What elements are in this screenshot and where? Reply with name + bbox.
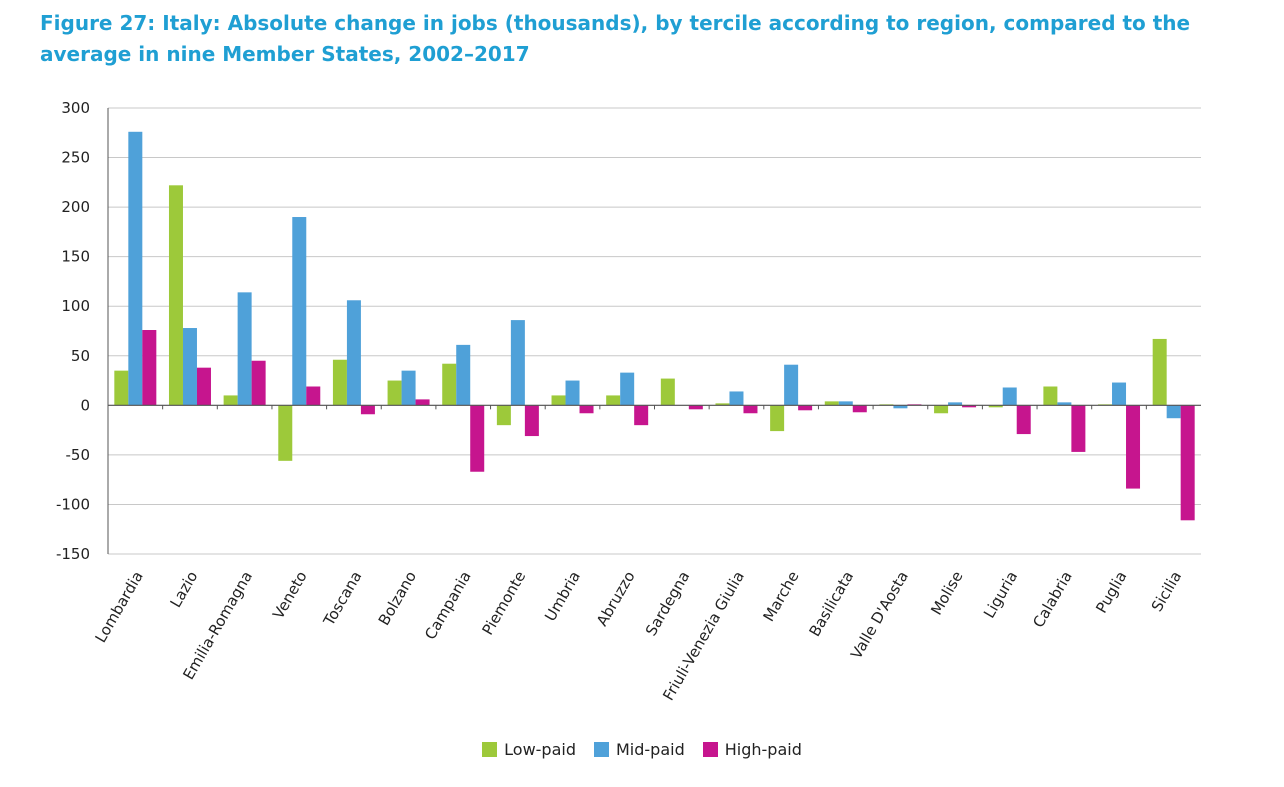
bar-high-paid <box>634 405 649 426</box>
bar-high-paid <box>306 386 321 406</box>
bar-high-paid <box>1180 405 1195 521</box>
bar-mid-paid <box>1002 387 1017 406</box>
legend-item-high-paid: High-paid <box>702 740 802 759</box>
bar-high-paid <box>1126 405 1141 489</box>
x-category-label: Piemonte <box>478 568 529 638</box>
figure-title: Figure 27: Italy: Absolute change in job… <box>40 11 1191 66</box>
bar-low-paid <box>824 401 839 406</box>
x-category-label: Sardegna <box>642 568 693 639</box>
bar-high-paid <box>196 367 211 406</box>
bar-low-paid <box>934 405 949 414</box>
y-tick-label: 150 <box>61 248 90 266</box>
bar-low-paid <box>606 395 621 406</box>
y-tick-label: 50 <box>71 347 90 365</box>
x-category-label: Marche <box>760 568 803 625</box>
bar-mid-paid <box>128 131 143 406</box>
y-tick-label: -100 <box>56 495 90 513</box>
bar-low-paid <box>332 359 347 406</box>
x-category-label: Basilicata <box>805 568 857 640</box>
y-tick-label: 200 <box>61 198 90 216</box>
bar-mid-paid <box>729 391 744 406</box>
x-category-label: Molise <box>927 568 966 618</box>
bar-high-paid <box>688 405 703 410</box>
bar-mid-paid <box>401 370 416 406</box>
bar-mid-paid <box>620 372 635 406</box>
bar-low-paid <box>168 185 183 406</box>
legend-swatch-high-paid <box>702 742 718 757</box>
bar-mid-paid <box>1112 382 1127 406</box>
x-category-label: Umbria <box>541 568 584 624</box>
bar-high-paid <box>142 330 157 406</box>
bar-low-paid <box>387 380 402 406</box>
x-category-label: Bolzano <box>375 568 420 628</box>
y-tick-label: 300 <box>61 99 90 117</box>
bar-mid-paid <box>456 344 471 406</box>
x-category-label: Lazio <box>166 568 201 611</box>
bar-high-paid <box>962 405 977 408</box>
bar-mid-paid <box>346 300 361 406</box>
bar-mid-paid <box>893 405 908 409</box>
bar-low-paid <box>1152 338 1167 406</box>
bar-low-paid <box>770 405 785 432</box>
legend-swatch-low-paid <box>482 742 498 757</box>
bar-low-paid <box>223 395 238 406</box>
bar-low-paid <box>660 378 675 406</box>
bar-mid-paid <box>182 328 197 406</box>
legend-label-mid-paid: Mid-paid <box>615 740 685 759</box>
bar-low-paid <box>278 405 293 461</box>
bar-high-paid <box>852 405 867 413</box>
bar-low-paid <box>551 395 566 406</box>
bar-mid-paid <box>510 320 525 406</box>
x-category-label: Veneto <box>269 568 311 622</box>
bar-mid-paid <box>292 217 307 406</box>
bar-high-paid <box>251 360 266 406</box>
bar-low-paid <box>1043 386 1058 406</box>
x-category-label: Valle D'Aosta <box>847 568 912 662</box>
bar-low-paid <box>496 405 511 426</box>
legend-label-low-paid: Low-paid <box>504 740 576 759</box>
x-category-label: Campania <box>421 568 475 643</box>
chart-legend: Low-paid Mid-paid High-paid <box>0 740 1284 759</box>
bar-low-paid <box>988 405 1003 408</box>
legend-label-high-paid: High-paid <box>724 740 802 759</box>
legend-item-low-paid: Low-paid <box>482 740 576 759</box>
bar-mid-paid <box>565 380 580 406</box>
bar-low-paid <box>114 370 129 406</box>
bar-high-paid <box>798 405 813 411</box>
bar-mid-paid <box>784 364 799 406</box>
bar-mid-paid <box>1057 402 1072 406</box>
x-category-label: Lombardia <box>92 568 147 646</box>
x-category-label: Sicilia <box>1148 568 1185 615</box>
bar-low-paid <box>442 363 457 406</box>
y-tick-label: 250 <box>61 149 90 167</box>
bar-high-paid <box>360 405 375 415</box>
bar-high-paid <box>1016 405 1031 435</box>
legend-item-mid-paid: Mid-paid <box>593 740 685 759</box>
x-category-label: Calabria <box>1029 568 1076 631</box>
bar-mid-paid <box>948 402 963 406</box>
y-tick-label: -150 <box>56 545 90 563</box>
bar-mid-paid <box>1166 405 1181 419</box>
bar-high-paid <box>1071 405 1086 452</box>
bar-mid-paid <box>838 401 853 406</box>
bar-high-paid <box>415 399 430 406</box>
bar-mid-paid <box>237 292 252 406</box>
y-tick-label: 0 <box>80 396 90 414</box>
x-category-label: Puglia <box>1092 568 1130 616</box>
bar-high-paid <box>524 405 539 437</box>
bar-high-paid <box>579 405 594 414</box>
x-category-label: Abruzzo <box>593 568 639 629</box>
bar-low-paid <box>715 403 730 406</box>
y-tick-label: -50 <box>66 446 91 464</box>
legend-swatch-mid-paid <box>593 742 609 757</box>
bar-high-paid <box>743 405 758 414</box>
bar-high-paid <box>470 405 485 472</box>
x-category-label: Toscana <box>319 568 365 630</box>
x-category-label: Liguria <box>980 568 1021 621</box>
y-tick-label: 100 <box>61 297 90 315</box>
